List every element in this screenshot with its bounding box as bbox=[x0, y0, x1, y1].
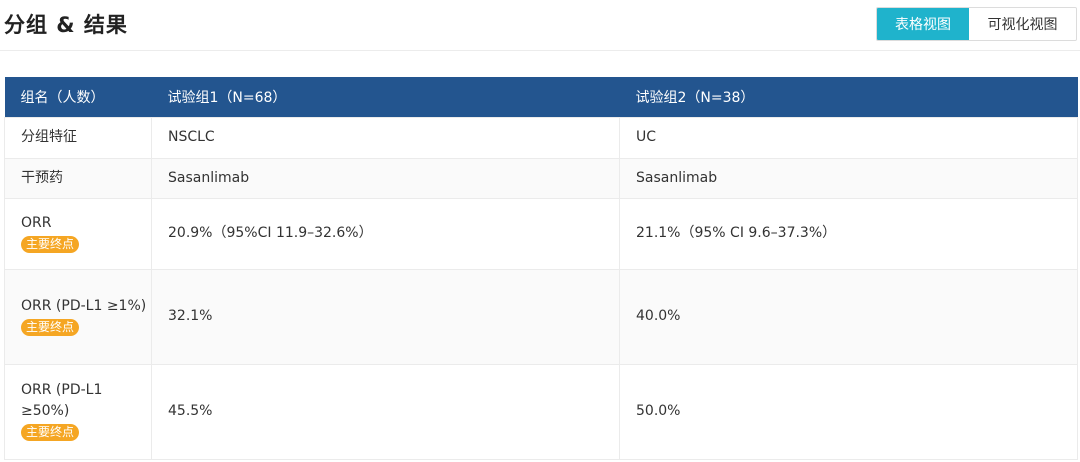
column-header-arm2: 试验组2（N=38） bbox=[619, 77, 1078, 117]
row-label: ORR bbox=[21, 214, 52, 231]
row-label: ORR (PD-L1 ≥50%) bbox=[21, 382, 103, 419]
row-label: 干预药 bbox=[21, 169, 63, 186]
table-row: ORR (PD-L1 ≥1%) 主要终点 32.1% 40.0% bbox=[4, 268, 1078, 365]
row-label: 分组特征 bbox=[21, 129, 77, 145]
table-view-button[interactable]: 表格视图 bbox=[877, 8, 969, 40]
section-header: 分组 & 结果 表格视图 可视化视图 bbox=[0, 0, 1080, 51]
table-cell: 45.5% bbox=[151, 363, 620, 460]
table-cell: UC bbox=[619, 116, 1078, 159]
visual-view-button[interactable]: 可视化视图 bbox=[969, 8, 1076, 40]
table-cell: Sasanlimab bbox=[619, 157, 1078, 199]
view-toggle: 表格视图 可视化视图 bbox=[876, 7, 1077, 41]
table-header-row: 组名（人数） 试验组1（N=68） 试验组2（N=38） bbox=[4, 77, 1078, 117]
primary-endpoint-badge: 主要终点 bbox=[21, 424, 80, 441]
table-row: 干预药 Sasanlimab Sasanlimab bbox=[4, 157, 1078, 199]
table-cell: 40.0% bbox=[619, 268, 1078, 365]
table-row: ORR (PD-L1 ≥50%) 主要终点 45.5% 50.0% bbox=[4, 363, 1078, 460]
row-label: ORR (PD-L1 ≥1%) bbox=[21, 297, 147, 314]
column-header-group: 组名（人数） bbox=[4, 77, 152, 117]
row-label-cell: 分组特征 bbox=[4, 116, 152, 159]
table-row: 分组特征 NSCLC UC bbox=[4, 116, 1078, 159]
primary-endpoint-badge: 主要终点 bbox=[21, 235, 80, 253]
row-label-cell: ORR (PD-L1 ≥50%) 主要终点 bbox=[4, 363, 152, 460]
table-cell: 21.1%（95% CI 9.6–37.3%） bbox=[619, 197, 1078, 270]
table-cell: 32.1% bbox=[151, 268, 620, 365]
table-cell: 20.9%（95%CI 11.9–32.6%） bbox=[151, 197, 620, 270]
section-title: 分组 & 结果 bbox=[4, 13, 128, 37]
results-table: 组名（人数） 试验组1（N=68） 试验组2（N=38） 分组特征 NSCLC … bbox=[4, 77, 1078, 460]
row-label-cell: 干预药 bbox=[4, 157, 152, 199]
table-cell: Sasanlimab bbox=[151, 157, 620, 199]
column-header-arm1: 试验组1（N=68） bbox=[151, 77, 620, 117]
primary-endpoint-badge: 主要终点 bbox=[21, 318, 80, 336]
table-row: ORR 主要终点 20.9%（95%CI 11.9–32.6%） 21.1%（9… bbox=[4, 197, 1078, 270]
row-label-cell: ORR (PD-L1 ≥1%) 主要终点 bbox=[4, 268, 152, 365]
row-label-cell: ORR 主要终点 bbox=[4, 197, 152, 270]
table-cell: 50.0% bbox=[619, 363, 1078, 460]
table-cell: NSCLC bbox=[151, 116, 620, 159]
